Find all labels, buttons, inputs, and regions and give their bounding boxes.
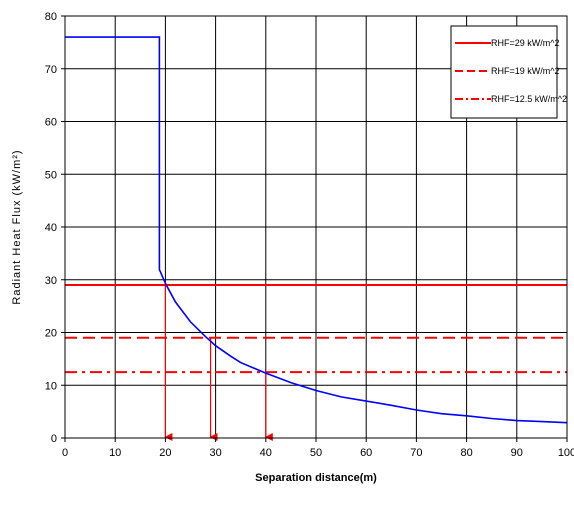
y-tick-label: 20 — [45, 328, 57, 340]
x-tick-label: 70 — [410, 447, 422, 459]
y-axis-title: Radiant Heat Flux (kW/m²) — [11, 149, 23, 304]
y-tick-label: 50 — [45, 169, 57, 181]
y-tick-label: 10 — [45, 380, 57, 392]
heat-flux-curve-line — [65, 36, 568, 424]
y-tick-label: 30 — [45, 275, 57, 287]
y-tick-label: 0 — [51, 433, 57, 445]
x-tick-label: 10 — [109, 447, 121, 459]
x-tick-label: 50 — [310, 447, 322, 459]
legend: RHF=29 kW/m^2 RHF=19 kW/m^2 RHF=12.5 kW/m^… — [450, 25, 567, 119]
y-tick-label: 80 — [45, 11, 57, 23]
threshold-lines — [65, 284, 567, 374]
tick-labels: 0 10 20 30 40 50 60 70 80 90 100 0 10 20 30 40 50 60 70 80 — [45, 11, 574, 459]
x-tick-label: 90 — [511, 447, 523, 459]
x-tick-label: 40 — [260, 447, 272, 459]
intersection-arrows — [164, 285, 273, 441]
y-tick-label: 70 — [45, 64, 57, 76]
y-tick-label: 40 — [45, 222, 57, 234]
x-tick-label: 0 — [62, 447, 68, 459]
x-axis-title: Separation distance(m) — [255, 472, 377, 484]
heat-flux-curve — [65, 36, 568, 424]
legend-label-1: RHF=29 kW/m^2 — [491, 38, 559, 48]
x-tick-label: 30 — [209, 447, 221, 459]
x-tick-label: 100 — [558, 447, 574, 459]
x-tick-label: 20 — [159, 447, 171, 459]
legend-label-3: RHF=12.5 kW/m^2 — [491, 94, 567, 104]
x-tick-label: 80 — [460, 447, 472, 459]
y-tick-label: 60 — [45, 117, 57, 129]
legend-label-2: RHF=19 kW/m^2 — [491, 66, 559, 76]
x-tick-label: 60 — [360, 447, 372, 459]
